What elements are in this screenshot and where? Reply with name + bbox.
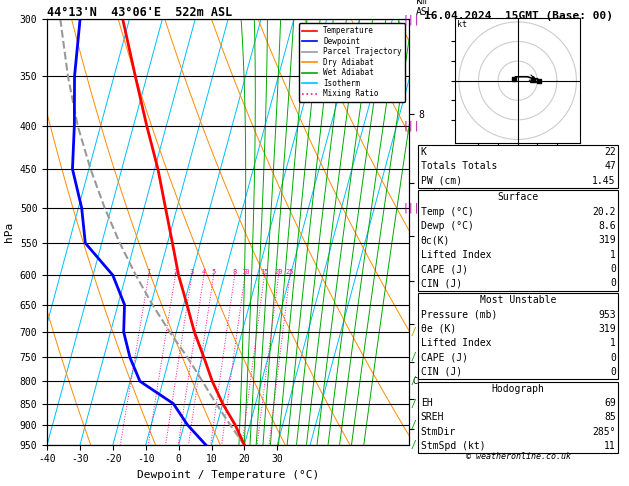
Text: CAPE (J): CAPE (J) xyxy=(421,352,468,363)
Text: /: / xyxy=(411,420,417,430)
Text: 1.45: 1.45 xyxy=(593,175,616,186)
Text: SREH: SREH xyxy=(421,412,444,422)
Y-axis label: hPa: hPa xyxy=(4,222,14,242)
Text: 4: 4 xyxy=(202,269,206,275)
Text: 1: 1 xyxy=(147,269,151,275)
Text: θe (K): θe (K) xyxy=(421,324,456,334)
Text: 47: 47 xyxy=(604,161,616,172)
Text: |||: ||| xyxy=(403,14,420,25)
Text: 16.04.2024  15GMT (Base: 00): 16.04.2024 15GMT (Base: 00) xyxy=(425,11,613,21)
Text: K: K xyxy=(421,147,426,157)
Text: Surface: Surface xyxy=(498,192,539,203)
Text: CAPE (J): CAPE (J) xyxy=(421,264,468,274)
Text: 85: 85 xyxy=(604,412,616,422)
Text: 8: 8 xyxy=(233,269,237,275)
Text: /: / xyxy=(411,376,417,386)
Text: 69: 69 xyxy=(604,398,616,408)
Text: Most Unstable: Most Unstable xyxy=(480,295,557,305)
Text: StmSpd (kt): StmSpd (kt) xyxy=(421,441,486,451)
Text: 1: 1 xyxy=(610,250,616,260)
Text: CL: CL xyxy=(413,377,423,386)
Text: 10: 10 xyxy=(241,269,249,275)
Legend: Temperature, Dewpoint, Parcel Trajectory, Dry Adiabat, Wet Adiabat, Isotherm, Mi: Temperature, Dewpoint, Parcel Trajectory… xyxy=(299,23,405,102)
Text: Temp (°C): Temp (°C) xyxy=(421,207,474,217)
Text: Totals Totals: Totals Totals xyxy=(421,161,497,172)
Text: 319: 319 xyxy=(598,235,616,245)
Text: 15: 15 xyxy=(260,269,269,275)
Text: PW (cm): PW (cm) xyxy=(421,175,462,186)
Text: 285°: 285° xyxy=(593,427,616,437)
Text: 44°13'N  43°06'E  522m ASL: 44°13'N 43°06'E 522m ASL xyxy=(47,6,233,19)
Text: θc(K): θc(K) xyxy=(421,235,450,245)
Text: 20.2: 20.2 xyxy=(593,207,616,217)
Text: Dewp (°C): Dewp (°C) xyxy=(421,221,474,231)
Text: 0: 0 xyxy=(610,367,616,377)
Text: /: / xyxy=(411,352,417,363)
Text: 20: 20 xyxy=(274,269,283,275)
Text: 5: 5 xyxy=(211,269,216,275)
Text: 953: 953 xyxy=(598,310,616,320)
Text: kt: kt xyxy=(457,20,467,30)
Text: EH: EH xyxy=(421,398,433,408)
Text: /: / xyxy=(411,399,417,409)
Text: |||: ||| xyxy=(403,203,420,213)
Text: © weatheronline.co.uk: © weatheronline.co.uk xyxy=(466,452,571,461)
Text: 0: 0 xyxy=(610,352,616,363)
Text: 2: 2 xyxy=(173,269,177,275)
Text: Pressure (mb): Pressure (mb) xyxy=(421,310,497,320)
Text: 11: 11 xyxy=(604,441,616,451)
Text: 1: 1 xyxy=(610,338,616,348)
Text: 319: 319 xyxy=(598,324,616,334)
Text: /: / xyxy=(411,327,417,337)
Text: CIN (J): CIN (J) xyxy=(421,278,462,289)
Text: 8.6: 8.6 xyxy=(598,221,616,231)
Text: Hodograph: Hodograph xyxy=(492,383,545,394)
Text: km
ASL: km ASL xyxy=(416,0,434,17)
Text: Lifted Index: Lifted Index xyxy=(421,250,491,260)
Y-axis label: Mixing Ratio (g/kg): Mixing Ratio (g/kg) xyxy=(431,176,441,288)
Text: Lifted Index: Lifted Index xyxy=(421,338,491,348)
Text: 22: 22 xyxy=(604,147,616,157)
Text: |||: ||| xyxy=(403,121,420,131)
Text: 0: 0 xyxy=(610,278,616,289)
X-axis label: Dewpoint / Temperature (°C): Dewpoint / Temperature (°C) xyxy=(137,470,319,480)
Text: 0: 0 xyxy=(610,264,616,274)
Text: 25: 25 xyxy=(286,269,294,275)
Text: StmDir: StmDir xyxy=(421,427,456,437)
Text: /: / xyxy=(411,440,417,450)
Text: 3: 3 xyxy=(190,269,194,275)
Text: CIN (J): CIN (J) xyxy=(421,367,462,377)
